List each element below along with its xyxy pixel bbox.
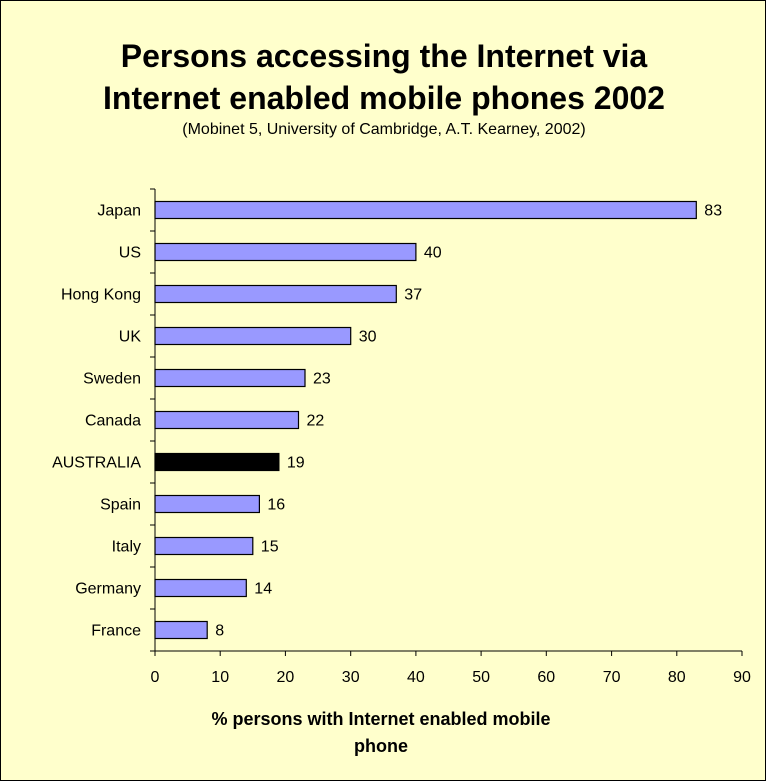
data-label-canada: 22 [307, 413, 325, 430]
axes-group: Japan 83 US 40 Hong Kong 37 UK 30 Sweden 23 Canada… [52, 188, 751, 686]
x-tick-label-70: 70 [603, 669, 621, 686]
bar-spain [154, 494, 261, 514]
x-tick-label-10: 10 [211, 669, 229, 686]
category-label-germany: Germany [75, 581, 141, 598]
bar-japan [154, 200, 697, 220]
data-label-sweden: 23 [313, 371, 331, 388]
chart-title-line-2: Internet enabled mobile phones 2002 [103, 80, 665, 116]
x-tick-label-30: 30 [342, 669, 360, 686]
bar-france [154, 620, 208, 640]
category-label-uk: UK [119, 329, 142, 346]
bars-group [154, 200, 697, 640]
chart-title-line-1: Persons accessing the Internet via [120, 38, 648, 74]
data-label-hong-kong: 37 [404, 287, 422, 304]
bar-germany [154, 578, 247, 598]
x-tick-label-60: 60 [537, 669, 555, 686]
data-label-japan: 83 [704, 203, 722, 220]
x-tick-label-0: 0 [151, 669, 160, 686]
data-label-spain: 16 [267, 497, 285, 514]
x-axis-label-line-2: phone [354, 736, 408, 756]
bar-hong-kong [154, 284, 397, 304]
category-label-sweden: Sweden [83, 371, 141, 388]
chart-subtitle: (Mobinet 5, University of Cambridge, A.T… [182, 121, 586, 138]
category-label-japan: Japan [97, 203, 141, 220]
x-tick-label-40: 40 [407, 669, 425, 686]
bar-uk [154, 326, 352, 346]
x-tick-label-90: 90 [733, 669, 751, 686]
category-label-canada: Canada [85, 413, 141, 430]
x-tick-label-50: 50 [472, 669, 490, 686]
bar-italy [154, 536, 254, 556]
bar-australia [154, 452, 280, 472]
category-label-italy: Italy [112, 539, 141, 556]
x-tick-label-80: 80 [668, 669, 686, 686]
category-label-us: US [119, 245, 141, 262]
data-label-uk: 30 [359, 329, 377, 346]
bar-canada [154, 410, 300, 430]
x-axis-label-line-1: % persons with Internet enabled mobile [211, 709, 551, 729]
category-label-australia: AUSTRALIA [52, 455, 141, 472]
category-label-spain: Spain [100, 497, 141, 514]
data-label-us: 40 [424, 245, 442, 262]
data-label-germany: 14 [254, 581, 272, 598]
bar-sweden [154, 368, 306, 388]
category-label-france: France [91, 623, 141, 640]
category-label-hong-kong: Hong Kong [61, 287, 141, 304]
data-label-france: 8 [215, 623, 224, 640]
bar-us [154, 242, 417, 262]
data-label-australia: 19 [287, 455, 305, 472]
data-label-italy: 15 [261, 539, 279, 556]
x-tick-label-20: 20 [277, 669, 295, 686]
